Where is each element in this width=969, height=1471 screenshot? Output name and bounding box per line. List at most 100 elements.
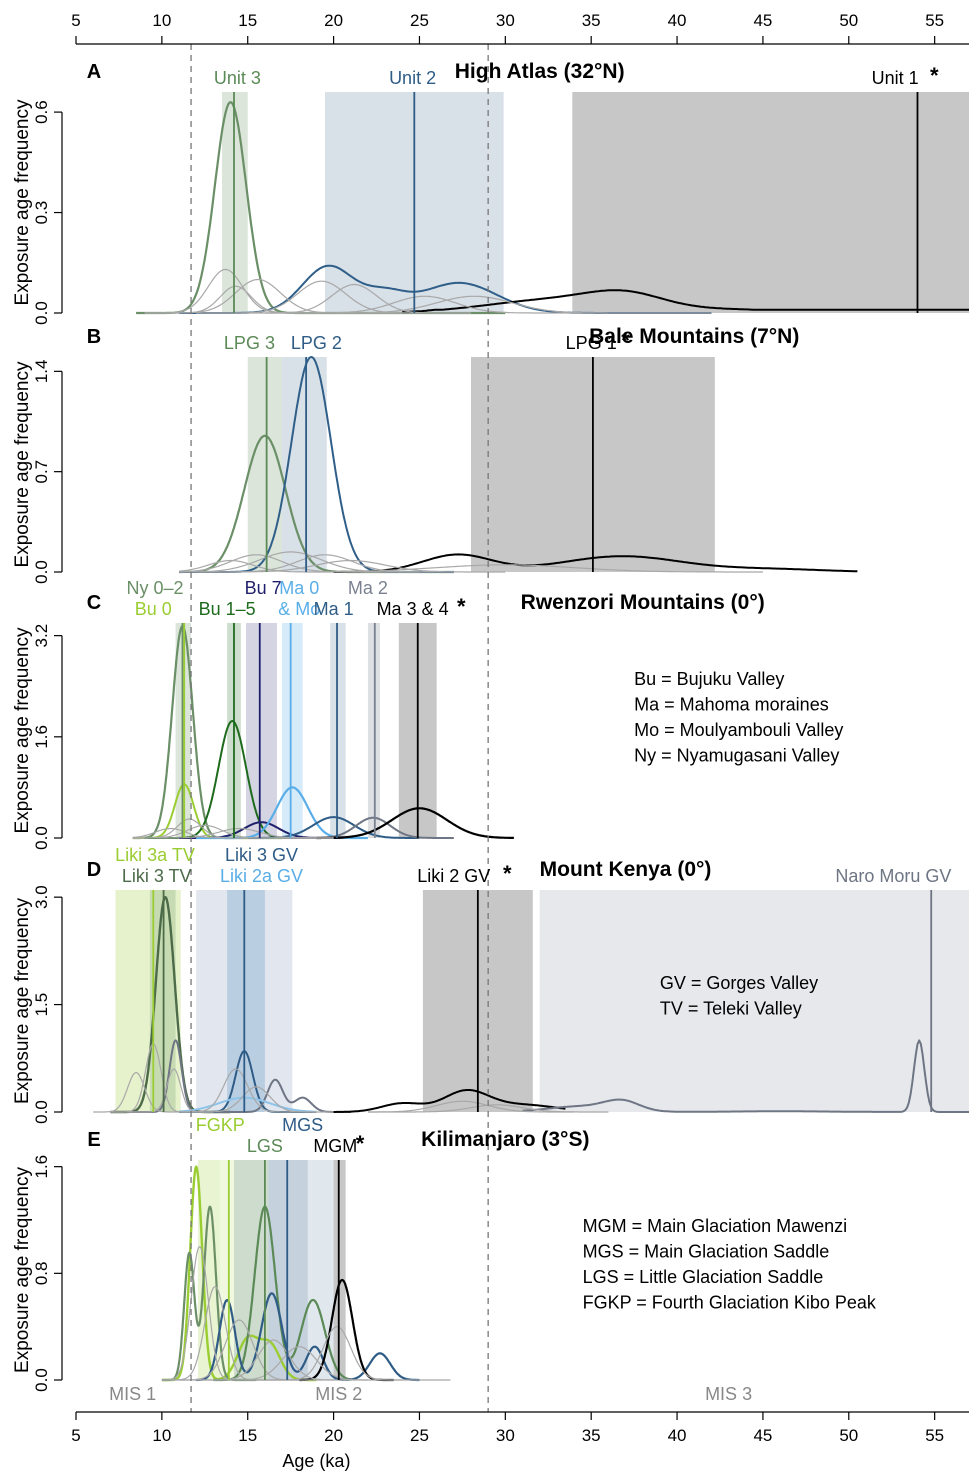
unit-label: Bu 0 xyxy=(135,599,172,619)
sample-curve xyxy=(196,283,471,314)
y-tick-label: 0.0 xyxy=(32,301,51,325)
unit-label: Liki 2 GV xyxy=(417,866,490,886)
y-axis-label: Exposure age frequency xyxy=(12,898,33,1104)
age-band xyxy=(247,357,283,572)
axes-layer xyxy=(54,36,969,1420)
sample-curve xyxy=(179,1086,334,1113)
unit-label: Ma 2 xyxy=(348,578,388,598)
age-band xyxy=(227,890,265,1112)
panel-title: Mount Kenya (0°) xyxy=(540,858,712,881)
legend-entry: GV = Gorges Valley xyxy=(660,973,818,993)
unit-label: Liki 2a GV xyxy=(220,866,303,886)
x-tick-label: 20 xyxy=(324,11,343,30)
x-tick-label: 15 xyxy=(238,11,257,30)
asterisk-mark: * xyxy=(930,63,939,88)
mis-label: MIS 2 xyxy=(315,1384,362,1404)
sample-curve xyxy=(333,564,763,573)
unit-label: & Mo xyxy=(278,599,320,619)
y-tick-label: 3.2 xyxy=(32,624,51,648)
unit-curve xyxy=(178,1096,317,1113)
sample-curve xyxy=(178,559,420,573)
x-tick-label: 25 xyxy=(410,11,429,30)
unit-label: Unit 3 xyxy=(214,68,261,88)
legend-entry: Ma = Mahoma moraines xyxy=(634,695,829,715)
age-band xyxy=(539,890,969,1112)
panel-letter: E xyxy=(87,1129,100,1151)
unit-label: MGM xyxy=(313,1136,357,1156)
legend-entry: TV = Teleki Valley xyxy=(660,999,802,1019)
panel-letter: C xyxy=(87,592,101,614)
x-tick-label: 5 xyxy=(71,11,80,30)
panel-title: Bale Mountains (7°N) xyxy=(589,325,799,348)
x-tick-label: 25 xyxy=(410,1426,429,1445)
unit-label: Unit 2 xyxy=(389,68,436,88)
legend-entry: Bu = Bujuku Valley xyxy=(634,669,784,689)
unit-curve xyxy=(316,807,515,840)
y-tick-label: 0.0 xyxy=(32,1100,51,1124)
x-tick-label: 30 xyxy=(496,11,515,30)
panel-letter: A xyxy=(87,61,101,83)
legend-entry: Ny = Nyamugasani Valley xyxy=(634,746,839,766)
unit-label: Liki 3 GV xyxy=(225,845,298,865)
legend-entry: MGS = Main Glaciation Saddle xyxy=(583,1242,830,1262)
unit-curve xyxy=(333,553,858,573)
y-tick-label: 3.0 xyxy=(32,885,51,909)
unit-label: Ma 3 & 4 xyxy=(377,599,449,619)
unit-label: Bu 7 xyxy=(245,578,282,598)
sample-curve xyxy=(179,1068,317,1113)
unit-label: LPG 3 xyxy=(224,333,275,353)
y-tick-label: 0.8 xyxy=(32,1262,51,1286)
unit-label: Ny 0–2 xyxy=(126,578,183,598)
age-bands-layer xyxy=(115,92,969,1380)
y-tick-label: 0.0 xyxy=(32,1368,51,1392)
unit-label: LPG 1 xyxy=(566,333,617,353)
x-tick-label: 40 xyxy=(668,1426,687,1445)
age-band xyxy=(220,1160,234,1380)
y-axis-label: Exposure age frequency xyxy=(12,361,33,567)
y-axis-label: Exposure age frequency xyxy=(12,627,33,833)
unit-curve xyxy=(196,1292,420,1382)
unit-label: Naro Moru GV xyxy=(835,866,951,886)
age-band xyxy=(246,623,277,838)
asterisk-mark: * xyxy=(503,861,512,886)
x-tick-label: 55 xyxy=(925,11,944,30)
y-tick-label: 0.3 xyxy=(32,201,51,225)
x-tick-label: 50 xyxy=(839,11,858,30)
age-band xyxy=(572,92,969,313)
x-tick-label: 10 xyxy=(152,1426,171,1445)
x-tick-label: 45 xyxy=(753,1426,772,1445)
x-axis-label: Age (ka) xyxy=(282,1451,350,1471)
unit-label: Liki 3 TV xyxy=(122,866,192,886)
asterisk-mark: * xyxy=(356,1131,365,1156)
y-axis-label: Exposure age frequency xyxy=(12,1167,33,1373)
age-band xyxy=(307,1160,334,1380)
x-tick-label: 10 xyxy=(152,11,171,30)
unit-label: MGS xyxy=(282,1115,323,1135)
legend-entry: MGM = Main Glaciation Mawenzi xyxy=(583,1216,848,1236)
unit-label: FGKP xyxy=(196,1115,245,1135)
age-band xyxy=(233,1160,269,1380)
y-tick-label: 1.4 xyxy=(32,360,51,384)
panel-letter: D xyxy=(87,859,101,881)
panel-letter: B xyxy=(87,326,101,348)
y-tick-label: 0.7 xyxy=(32,460,51,484)
legend-entry: Mo = Moulyambouli Valley xyxy=(634,720,843,740)
x-tick-label: 35 xyxy=(582,1426,601,1445)
unit-curve xyxy=(402,289,969,313)
unit-label: Unit 1 xyxy=(872,68,919,88)
unit-label: Ma 0 xyxy=(279,578,319,598)
unit-lines-layer xyxy=(152,92,933,1380)
unit-label: LGS xyxy=(247,1136,283,1156)
asterisk-mark: * xyxy=(457,594,466,619)
sample-curve xyxy=(196,559,506,573)
y-tick-label: 1.5 xyxy=(32,993,51,1017)
asterisk-mark: * xyxy=(621,328,630,353)
unit-curve xyxy=(333,1089,566,1113)
y-axis-label: Exposure age frequency xyxy=(12,99,33,305)
age-band xyxy=(282,623,303,838)
unit-label: LPG 2 xyxy=(291,333,342,353)
age-band xyxy=(197,1160,221,1380)
unit-label: Liki 3a TV xyxy=(115,845,195,865)
